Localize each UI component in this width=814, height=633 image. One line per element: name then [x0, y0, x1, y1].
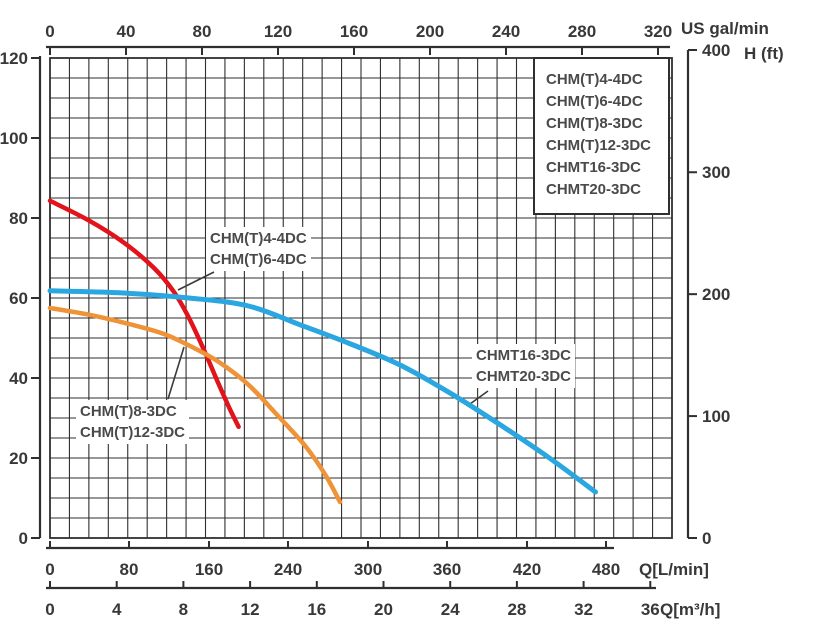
top-axis-unit-label: US gal/min — [681, 19, 769, 38]
tick-label: 60 — [9, 289, 28, 308]
tick-label: 20 — [9, 449, 28, 468]
tick-label: 0 — [702, 529, 711, 548]
curve-series-0 — [47, 198, 241, 430]
tick-label: 160 — [340, 22, 368, 41]
tick-label: 0 — [19, 529, 28, 548]
tick-label: 120 — [264, 22, 292, 41]
tick-label: 240 — [274, 560, 302, 579]
curve-series-2 — [47, 288, 598, 495]
annotation-orange-curve: CHM(T)8-3DC CHM(T)12-3DC — [76, 400, 189, 444]
tick-label: 420 — [513, 560, 541, 579]
tick-label: 480 — [592, 560, 620, 579]
bottom-lmin-axis-unit-label: Q[L/min] — [639, 560, 709, 579]
tick-label: 400 — [702, 41, 730, 60]
tick-label: 0 — [45, 22, 54, 41]
tick-label: 4 — [112, 600, 122, 619]
tick-label: 160 — [195, 560, 223, 579]
tick-label: 320 — [644, 22, 672, 41]
tick-label: 100 — [0, 129, 28, 148]
tick-label: 36 — [641, 600, 660, 619]
tick-label: 300 — [702, 163, 730, 182]
tick-label: 12 — [241, 600, 260, 619]
legend-item: CHM(T)6-4DC — [546, 93, 643, 110]
annotation-label: CHM(T)6-4DC — [210, 251, 307, 268]
tick-label: 8 — [179, 600, 188, 619]
legend-item: CHM(T)12-3DC — [546, 137, 651, 154]
annotation-label: CHMT16-3DC — [476, 347, 572, 364]
legend-item: CHM(T)4-4DC — [546, 71, 643, 88]
tick-label: 120 — [0, 49, 28, 68]
annotation-label: CHMT20-3DC — [476, 368, 572, 385]
annotation-blue-curve: CHMT16-3DC CHMT20-3DC — [472, 344, 576, 388]
annotation-red-curve: CHM(T)4-4DC CHM(T)6-4DC — [206, 227, 311, 271]
tick-label: 80 — [9, 209, 28, 228]
annotation-label: CHM(T)8-3DC — [80, 403, 177, 420]
tick-label: 0 — [45, 560, 54, 579]
tick-label: 28 — [507, 600, 526, 619]
annotation-leader-line — [177, 271, 215, 291]
tick-label: 16 — [307, 600, 326, 619]
annotation-label: CHM(T)4-4DC — [210, 230, 307, 247]
tick-label: 280 — [568, 22, 596, 41]
legend-item: CHMT16-3DC — [546, 159, 642, 176]
tick-label: 40 — [117, 22, 136, 41]
legend-item: CHMT20-3DC — [546, 181, 642, 198]
curve-series-1 — [47, 305, 343, 505]
annotation-leader-line — [469, 390, 489, 405]
plot-grid-border — [49, 57, 673, 539]
tick-label: 200 — [416, 22, 444, 41]
tick-label: 240 — [492, 22, 520, 41]
tick-label: 32 — [574, 600, 593, 619]
tick-label: 0 — [45, 600, 54, 619]
tick-label: 40 — [9, 369, 28, 388]
legend-item: CHM(T)8-3DC — [546, 115, 643, 132]
right-axis-unit-label: H (ft) — [744, 44, 784, 63]
tick-label: 80 — [193, 22, 212, 41]
annotation-label: CHM(T)12-3DC — [80, 424, 185, 441]
annotation-leader-line — [167, 346, 185, 400]
tick-label: 20 — [374, 600, 393, 619]
tick-label: 300 — [354, 560, 382, 579]
tick-label: 80 — [120, 560, 139, 579]
tick-label: 100 — [702, 407, 730, 426]
bottom-m3h-axis-unit-label: Q[m³/h] — [660, 600, 721, 619]
legend-box: CHM(T)4-4DC CHM(T)6-4DC CHM(T)8-3DC CHM(… — [533, 57, 670, 215]
tick-label: 360 — [433, 560, 461, 579]
tick-label: 24 — [441, 600, 460, 619]
tick-label: 200 — [702, 285, 730, 304]
